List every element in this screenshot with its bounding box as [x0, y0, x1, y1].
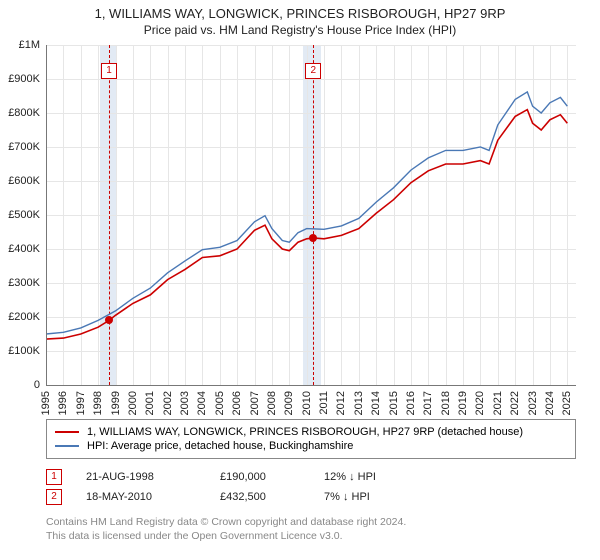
x-tick-label: 2017 — [422, 391, 434, 415]
transaction-price: £432,500 — [220, 491, 300, 503]
y-tick-label: £900K — [8, 73, 40, 85]
transaction-dot — [105, 316, 113, 324]
x-tick-label: 2012 — [335, 391, 347, 415]
below-chart-block: 1, WILLIAMS WAY, LONGWICK, PRINCES RISBO… — [46, 419, 576, 543]
legend-row: HPI: Average price, detached house, Buck… — [55, 440, 567, 452]
x-tick-label: 1995 — [40, 391, 52, 415]
x-tick-label: 2011 — [318, 391, 330, 415]
x-tick-label: 2024 — [544, 391, 556, 415]
y-tick-label: £500K — [8, 209, 40, 221]
y-axis-line — [46, 45, 47, 385]
legend-row: 1, WILLIAMS WAY, LONGWICK, PRINCES RISBO… — [55, 426, 567, 438]
y-tick-label: £400K — [8, 243, 40, 255]
title-block: 1, WILLIAMS WAY, LONGWICK, PRINCES RISBO… — [0, 0, 600, 37]
y-tick-label: £1M — [19, 39, 40, 51]
x-tick-label: 2021 — [492, 391, 504, 415]
y-tick-label: £700K — [8, 141, 40, 153]
transaction-row: 2 18-MAY-2010 £432,500 7% ↓ HPI — [46, 489, 576, 505]
x-tick-label: 2013 — [353, 391, 365, 415]
x-tick-label: 2014 — [370, 391, 382, 415]
x-tick-label: 2001 — [144, 391, 156, 415]
transaction-price: £190,000 — [220, 471, 300, 483]
x-tick-label: 2000 — [127, 391, 139, 415]
footer-line1: Contains HM Land Registry data © Crown c… — [46, 515, 576, 529]
legend-label: HPI: Average price, detached house, Buck… — [87, 440, 353, 452]
transaction-date: 18-MAY-2010 — [86, 491, 196, 503]
x-tick-label: 2025 — [561, 391, 573, 415]
x-tick-label: 2015 — [388, 391, 400, 415]
x-tick-label: 1997 — [75, 391, 87, 415]
x-tick-label: 2019 — [457, 391, 469, 415]
y-tick-label: 0 — [34, 379, 40, 391]
x-tick-label: 1996 — [57, 391, 69, 415]
y-tick-label: £200K — [8, 311, 40, 323]
legend-label: 1, WILLIAMS WAY, LONGWICK, PRINCES RISBO… — [87, 426, 523, 438]
x-tick-label: 2004 — [196, 391, 208, 415]
x-tick-label: 2008 — [266, 391, 278, 415]
y-tick-label: £100K — [8, 345, 40, 357]
series-svg — [46, 45, 576, 385]
transaction-row-marker: 2 — [46, 489, 62, 505]
chart-title-line1: 1, WILLIAMS WAY, LONGWICK, PRINCES RISBO… — [0, 6, 600, 21]
footer-line2: This data is licensed under the Open Gov… — [46, 529, 576, 543]
x-tick-label: 1999 — [110, 391, 122, 415]
x-tick-label: 2022 — [509, 391, 521, 415]
chart-title-line2: Price paid vs. HM Land Registry's House … — [0, 23, 600, 37]
x-tick-label: 2005 — [214, 391, 226, 415]
transaction-dot — [309, 234, 317, 242]
transaction-row-marker: 1 — [46, 469, 62, 485]
transaction-date: 21-AUG-1998 — [86, 471, 196, 483]
series-line-hpi — [46, 92, 567, 334]
x-tick-label: 1998 — [92, 391, 104, 415]
x-tick-label: 2010 — [301, 391, 313, 415]
legend-swatch — [55, 445, 79, 447]
x-tick-label: 2023 — [527, 391, 539, 415]
y-tick-label: £300K — [8, 277, 40, 289]
legend-swatch — [55, 431, 79, 433]
transaction-row: 1 21-AUG-1998 £190,000 12% ↓ HPI — [46, 469, 576, 485]
plot-area: 0£100K£200K£300K£400K£500K£600K£700K£800… — [46, 45, 576, 385]
x-tick-label: 2007 — [249, 391, 261, 415]
x-tick-label: 2018 — [440, 391, 452, 415]
chart-wrapper: 1, WILLIAMS WAY, LONGWICK, PRINCES RISBO… — [0, 0, 600, 543]
x-axis-line — [46, 385, 576, 386]
x-tick-label: 2009 — [283, 391, 295, 415]
x-tick-label: 2006 — [231, 391, 243, 415]
y-tick-label: £600K — [8, 175, 40, 187]
x-tick-label: 2002 — [162, 391, 174, 415]
x-tick-label: 2003 — [179, 391, 191, 415]
transaction-diff: 7% ↓ HPI — [324, 491, 414, 503]
transaction-table: 1 21-AUG-1998 £190,000 12% ↓ HPI 2 18-MAY-201… — [46, 469, 576, 505]
footer-attribution: Contains HM Land Registry data © Crown c… — [46, 515, 576, 543]
legend-box: 1, WILLIAMS WAY, LONGWICK, PRINCES RISBO… — [46, 419, 576, 459]
x-tick-label: 2016 — [405, 391, 417, 415]
x-tick-label: 2020 — [474, 391, 486, 415]
y-tick-label: £800K — [8, 107, 40, 119]
transaction-diff: 12% ↓ HPI — [324, 471, 414, 483]
